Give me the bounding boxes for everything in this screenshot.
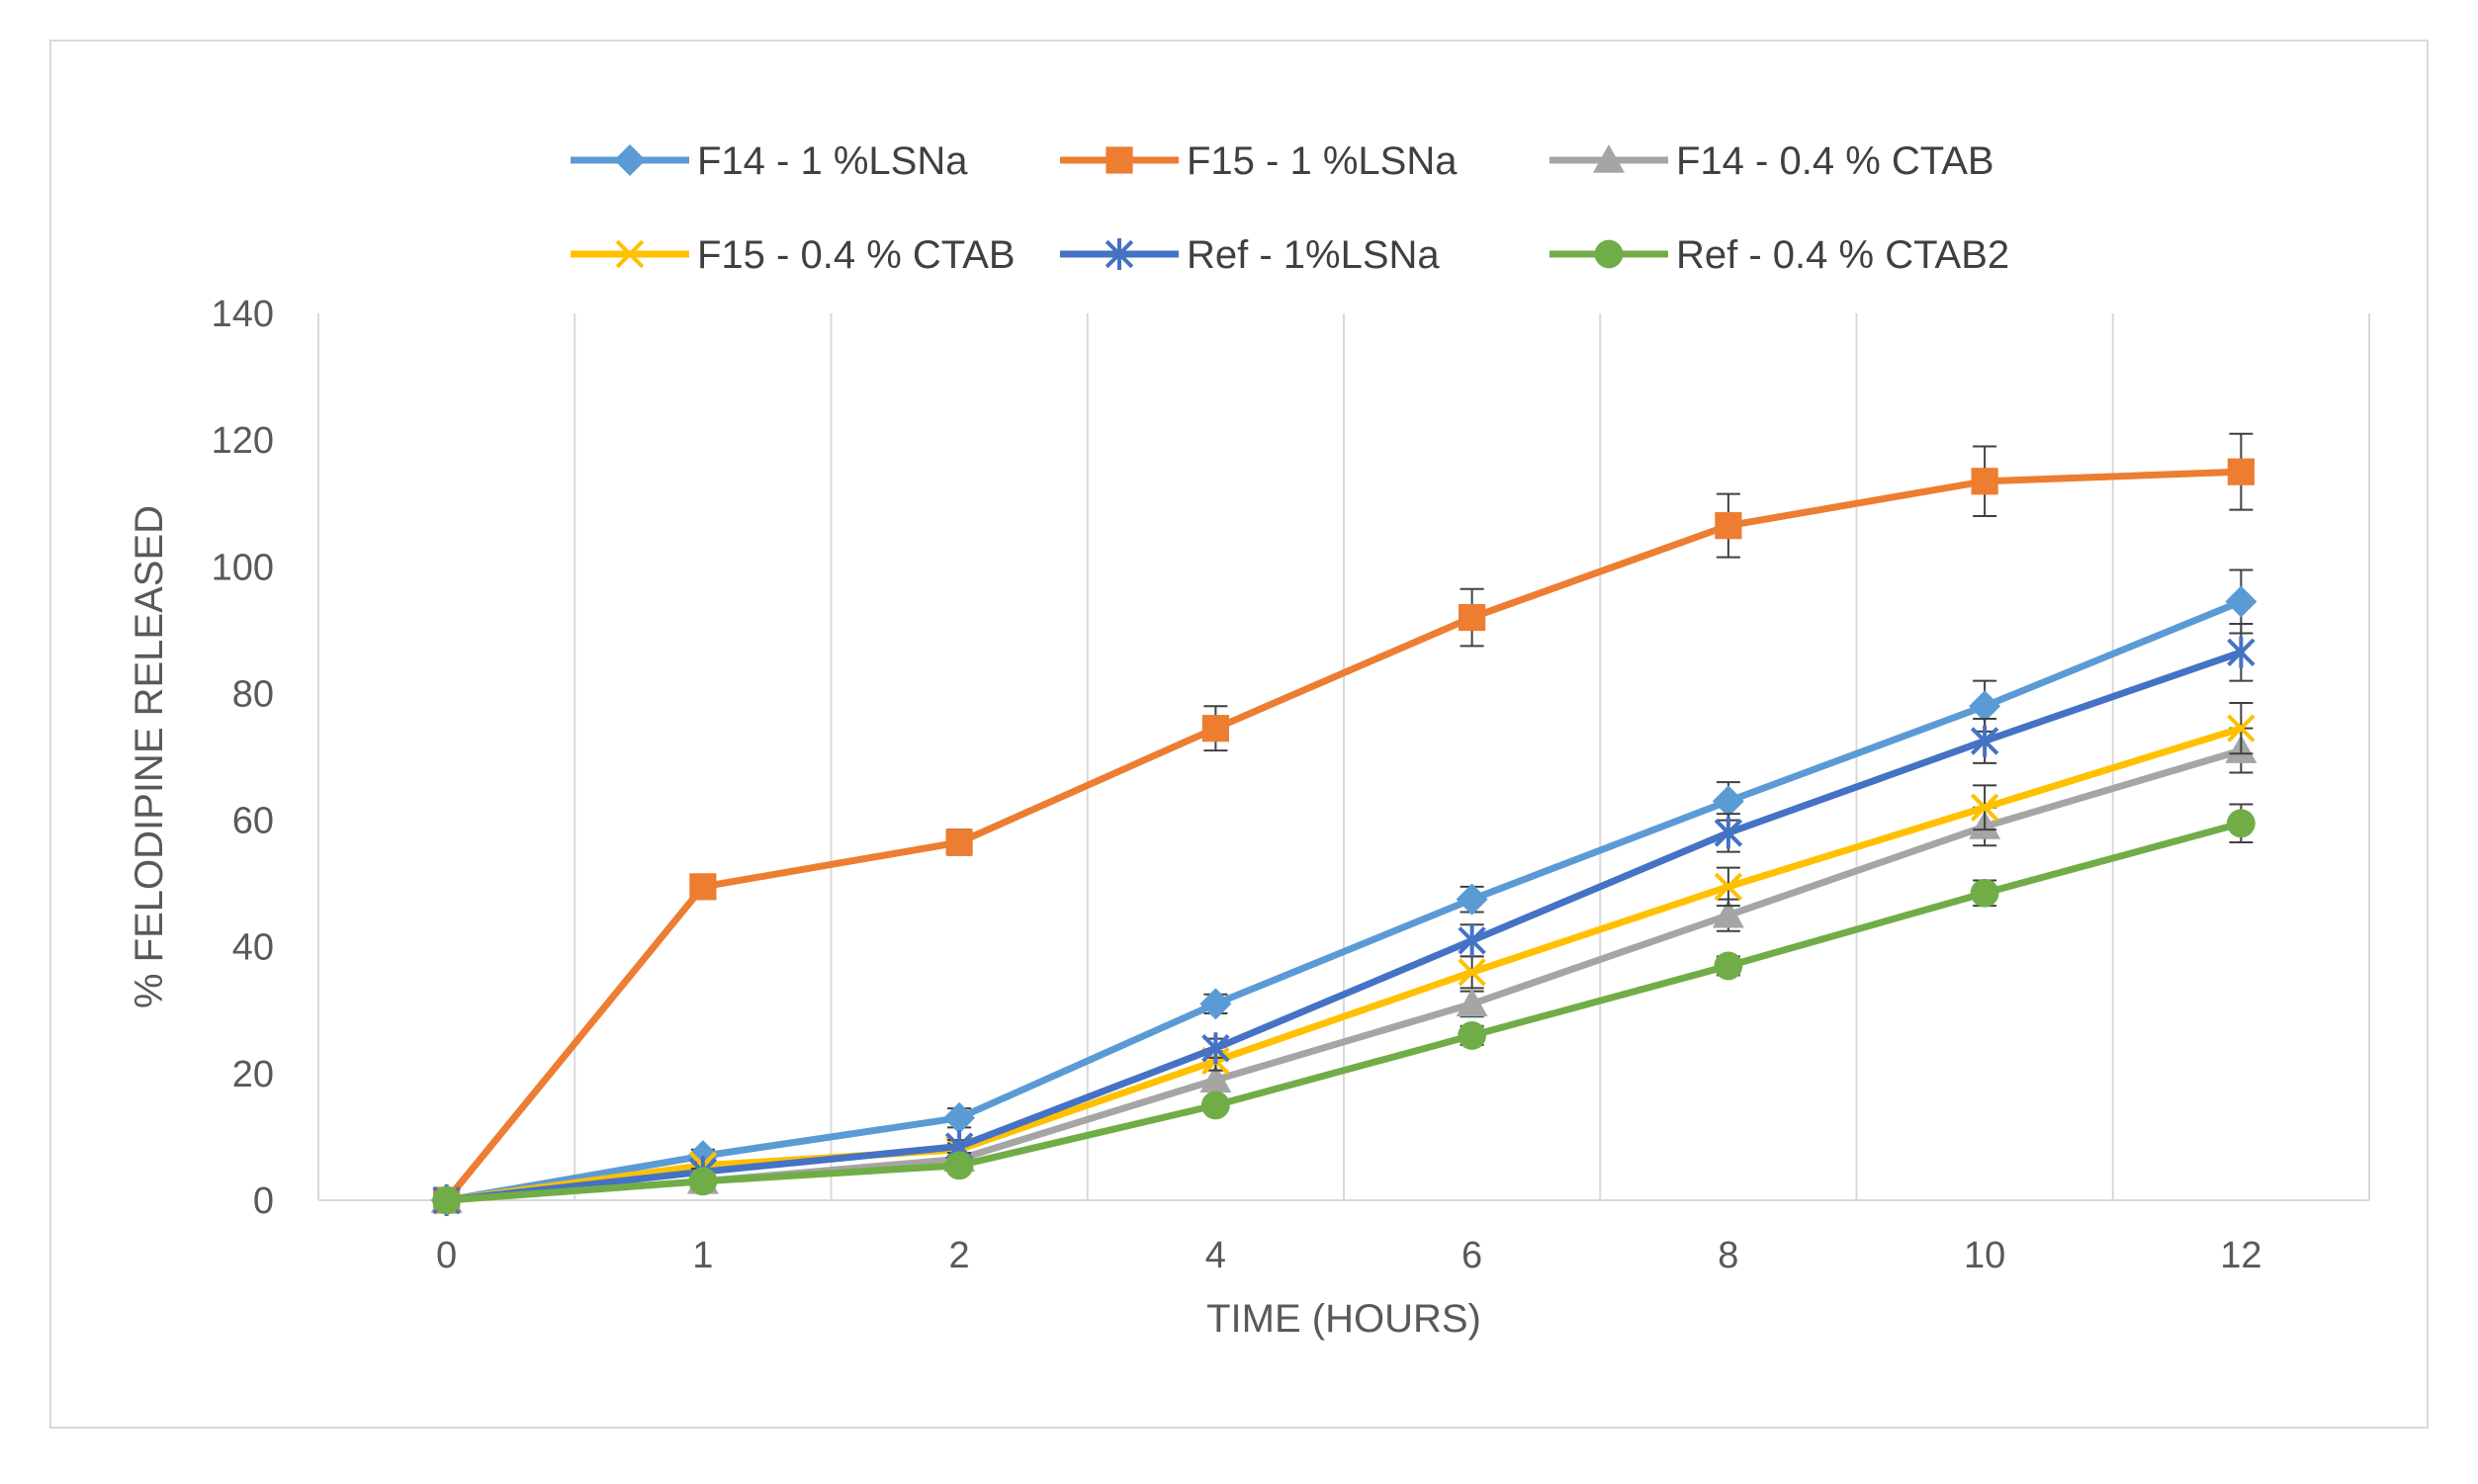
marker-x <box>2227 714 2256 742</box>
gridlines <box>317 313 2370 1200</box>
marker-star <box>1714 817 1743 849</box>
y-tick-label: 100 <box>212 547 274 588</box>
x-tick-label: 4 <box>1205 1235 1226 1276</box>
legend-item: F15 - 0.4 % CTAB <box>571 233 1016 277</box>
series-line <box>443 725 2245 1204</box>
marker-triangle <box>1712 899 1744 928</box>
marker-star <box>1105 238 1134 270</box>
x-tick-label: 0 <box>436 1235 457 1276</box>
series-line <box>443 598 2245 1204</box>
legend: F14 - 1 %LSNa F15 - 1 %LSNa F14 - 0.4 % CT… <box>571 139 2009 277</box>
x-tick-label: 6 <box>1461 1235 1482 1276</box>
series-group <box>430 432 2257 1216</box>
x-tick-label: 12 <box>2220 1235 2261 1276</box>
y-axis-title: % FELODIPINE RELEASED <box>128 505 171 1008</box>
legend-item: Ref - 1%LSNa <box>1060 233 1440 277</box>
marker-circle <box>2226 809 2256 838</box>
series-1 <box>433 432 2255 1214</box>
marker-circle <box>1458 1021 1487 1050</box>
marker-star <box>1201 1032 1230 1065</box>
marker-square <box>945 829 973 856</box>
x-tick-label: 2 <box>949 1235 970 1276</box>
marker-diamond <box>1456 883 1488 916</box>
y-tick-label: 0 <box>253 1180 274 1222</box>
marker-diamond <box>943 1101 976 1134</box>
x-tick-label: 8 <box>1718 1235 1738 1276</box>
marker-triangle <box>1199 1064 1232 1093</box>
marker-triangle <box>1456 988 1488 1017</box>
marker-square <box>1201 715 1229 742</box>
marker-x <box>1458 958 1486 987</box>
series-line <box>443 468 2245 1204</box>
marker-circle <box>688 1167 718 1196</box>
y-tick-label: 60 <box>232 801 274 842</box>
series-line <box>443 820 2245 1204</box>
x-axis-title: TIME (HOURS) <box>1206 1297 1481 1341</box>
marker-circle <box>1200 1091 1230 1120</box>
legend-item: F14 - 0.4 % CTAB <box>1549 139 1994 183</box>
marker-circle <box>944 1151 974 1180</box>
series-line <box>443 649 2245 1204</box>
marker-star <box>1458 924 1486 957</box>
marker-diamond <box>1969 690 2001 723</box>
marker-square <box>689 873 717 901</box>
y-tick-label: 140 <box>212 294 274 335</box>
marker-circle <box>1970 878 1999 908</box>
y-tick-label: 40 <box>232 927 274 969</box>
marker-diamond <box>1199 988 1232 1020</box>
y-tick-label: 20 <box>232 1054 274 1095</box>
marker-square <box>1971 468 1998 495</box>
marker-x <box>615 239 645 269</box>
x-tick-label: 10 <box>1964 1235 2005 1276</box>
x-tick-label: 1 <box>692 1235 713 1276</box>
marker-x <box>1714 872 1743 902</box>
series-5 <box>432 803 2256 1215</box>
y-tick-label: 120 <box>212 420 274 462</box>
legend-label: Ref - 0.4 % CTAB2 <box>1676 233 2009 277</box>
legend-label: Ref - 1%LSNa <box>1187 233 1440 277</box>
marker-x <box>1970 793 1999 822</box>
marker-star <box>2227 636 2256 668</box>
marker-diamond <box>614 144 646 176</box>
legend-label: F14 - 0.4 % CTAB <box>1676 139 1994 183</box>
marker-square <box>1106 146 1133 174</box>
legend-item: Ref - 0.4 % CTAB2 <box>1549 233 2009 277</box>
marker-diamond <box>2225 585 2257 618</box>
marker-circle <box>432 1185 462 1215</box>
legend-label: F15 - 0.4 % CTAB <box>697 233 1016 277</box>
chart-frame: 0 20 40 60 80 100 120 140 0 1 2 4 6 8 10 12 F14 - 1 %LS… <box>49 40 2429 1429</box>
marker-star <box>1970 725 1999 757</box>
marker-square <box>1715 512 1742 540</box>
marker-circle <box>1594 239 1624 269</box>
marker-triangle <box>1593 144 1625 173</box>
marker-square <box>1459 603 1486 632</box>
y-tick-label: 80 <box>232 673 274 715</box>
legend-label: F14 - 1 %LSNa <box>697 139 968 183</box>
legend-item: F15 - 1 %LSNa <box>1060 139 1458 183</box>
legend-label: F15 - 1 %LSNa <box>1187 139 1458 183</box>
legend-item: F14 - 1 %LSNa <box>571 139 968 183</box>
marker-diamond <box>1712 785 1744 818</box>
marker-circle <box>1714 951 1743 981</box>
marker-square <box>2227 458 2255 485</box>
